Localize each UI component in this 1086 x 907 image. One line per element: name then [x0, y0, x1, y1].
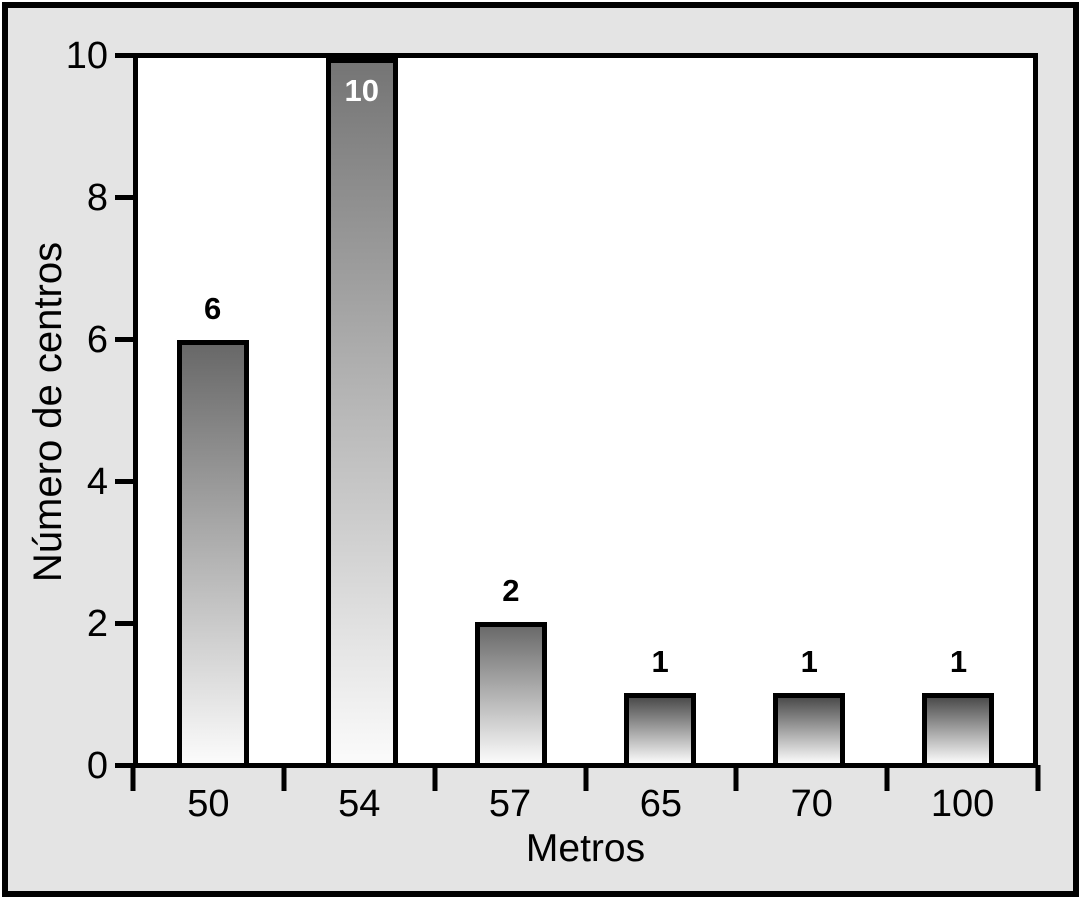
y-tick-mark-2: [115, 621, 136, 626]
bar-54: 10: [325, 58, 398, 763]
x-tick-label-70: 70: [790, 783, 833, 825]
x-tick-label-57: 57: [488, 783, 532, 825]
bar-100: [922, 692, 995, 763]
y-tick-label-8: 8: [86, 176, 108, 219]
bar-slot-54: 10: [287, 58, 436, 763]
bar-slot-70: 1: [735, 58, 884, 763]
x-tick-label-100: 100: [930, 783, 995, 825]
y-tick-label-2: 2: [86, 602, 108, 645]
y-tick-label-6: 6: [86, 318, 108, 361]
bar-slot-50: 6: [138, 58, 287, 763]
y-tick-label-0: 0: [86, 744, 108, 787]
x-tick-label-54: 54: [338, 783, 381, 825]
y-tick-label-10: 10: [65, 34, 108, 77]
x-tick-mark-2: [432, 765, 438, 791]
bar-slot-65: 1: [586, 58, 735, 763]
plot-area: 6 10 2 1 1 1: [133, 53, 1038, 768]
bar-65: [624, 692, 697, 763]
bar-value-label-70: 1: [800, 643, 818, 679]
bar-57: [474, 622, 547, 763]
y-tick-mark-0: [115, 763, 136, 768]
bar-value-label-57: 2: [502, 573, 520, 608]
bar-slot-100: 1: [884, 58, 1033, 763]
bar-50: [176, 340, 249, 763]
bar-value-label-54: 10: [344, 73, 379, 108]
chart-frame: Número de centros 6 10 2 1 1 1 0 2 4 6 8 10 50 54 57…: [2, 2, 1079, 897]
y-tick-mark-4: [115, 479, 136, 484]
y-tick-mark-6: [115, 337, 136, 342]
x-tick-mark-4: [733, 765, 739, 791]
bars-layer: 6 10 2 1 1 1: [138, 58, 1033, 763]
x-tick-mark-3: [583, 765, 588, 791]
y-axis-title: Número de centros: [26, 241, 70, 583]
bar-value-label-65: 1: [651, 643, 669, 679]
x-tick-mark-5: [884, 765, 890, 791]
x-tick-label-65: 65: [639, 783, 683, 825]
bar-slot-57: 2: [436, 58, 585, 763]
x-axis-title: Metros: [525, 827, 646, 870]
bar-value-label-100: 1: [949, 643, 968, 679]
x-tick-mark-0: [130, 765, 136, 791]
y-tick-mark-8: [115, 195, 136, 200]
y-tick-label-4: 4: [86, 460, 108, 503]
bar-70: [773, 692, 846, 763]
x-axis-labels: 50 54 57 65 70 100: [133, 782, 1038, 826]
x-tick-mark-6: [1035, 765, 1041, 791]
y-tick-mark-10: [115, 53, 136, 58]
x-tick-label-50: 50: [187, 783, 230, 825]
x-tick-mark-1: [281, 765, 287, 791]
bar-value-label-50: 6: [203, 291, 222, 326]
